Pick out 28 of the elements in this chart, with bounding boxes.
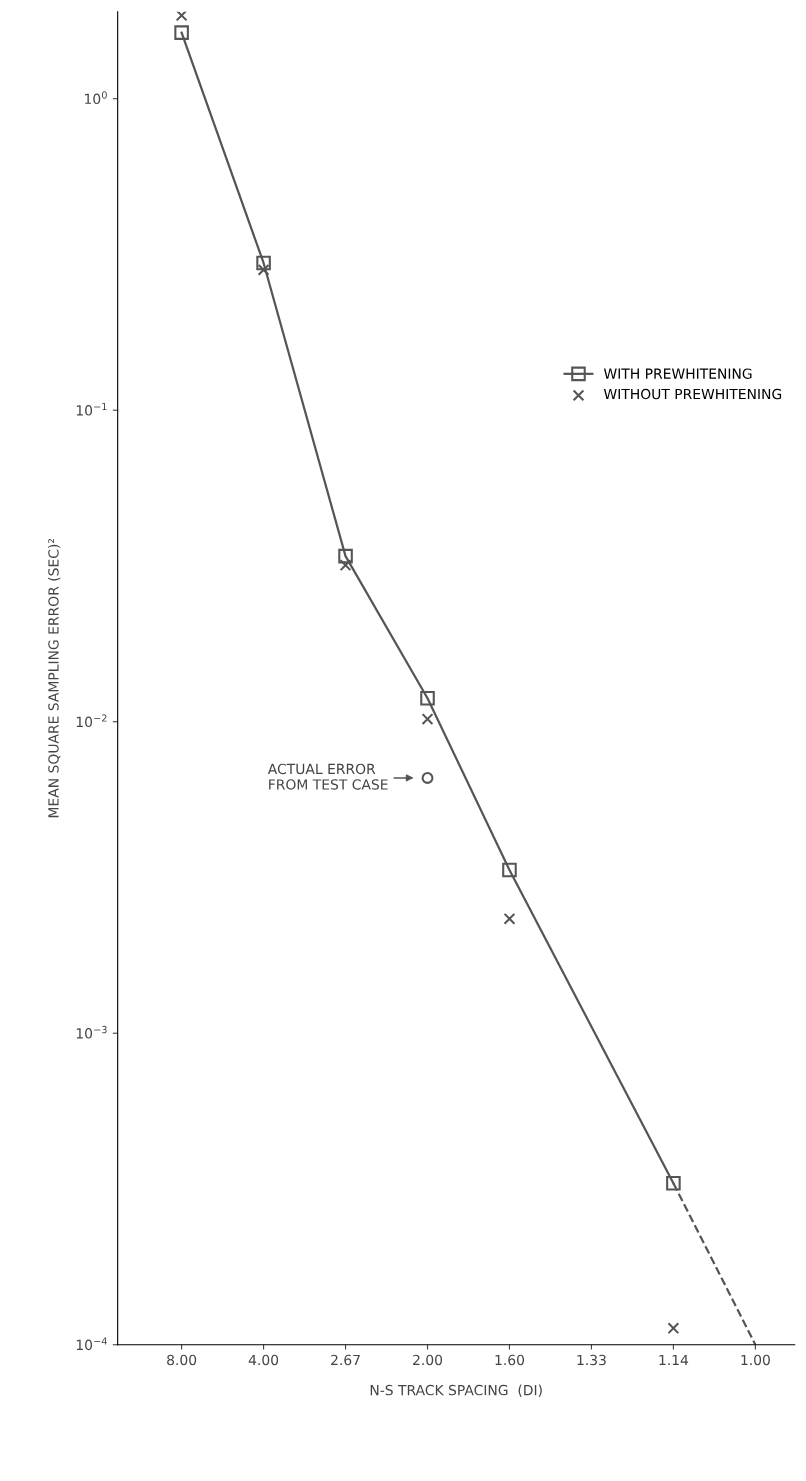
y-tick-label: 10$^{−4}$ (76, 1337, 107, 1351)
y-tick-label: 10$^{−1}$ (76, 402, 107, 416)
point (420, 690, 435, 706)
x-tick-label: 1.33 (577, 1354, 606, 1366)
y-tick-label: 10$^{−2}$ (76, 714, 107, 728)
legend-label: WITH PREWHITENING (603, 368, 752, 379)
annotation: ACTUAL ERROR FROM TEST CASE (267, 763, 388, 790)
point (502, 862, 517, 878)
x-tick-label: 2.00 (413, 1354, 443, 1366)
legend-label: WITHOUT PREWHITENING (603, 388, 782, 400)
y-axis-title: MEAN SQUARE SAMPLING ERROR (SEC)² (48, 538, 61, 818)
x-tick-label: 1.00 (741, 1354, 770, 1366)
x-tick-label: 1.60 (495, 1354, 525, 1366)
x-tick-label: 8.00 (167, 1354, 197, 1366)
point (256, 255, 271, 271)
point (175, 11, 188, 22)
point (503, 912, 516, 925)
point (339, 559, 352, 572)
x-tick-label: 2.67 (331, 1354, 360, 1366)
point (257, 263, 270, 276)
x-axis-title: N-S TRACK SPACING (DI) (370, 1384, 542, 1397)
point (421, 713, 434, 725)
y-tick-label: 10$^{−3}$ (76, 1025, 107, 1039)
point (174, 25, 189, 40)
x-tick-label: 4.00 (248, 1354, 279, 1366)
x-tick-label: 1.14 (659, 1354, 689, 1366)
y-tick-label: 10$^{0}$ (85, 91, 107, 105)
point (338, 548, 353, 564)
